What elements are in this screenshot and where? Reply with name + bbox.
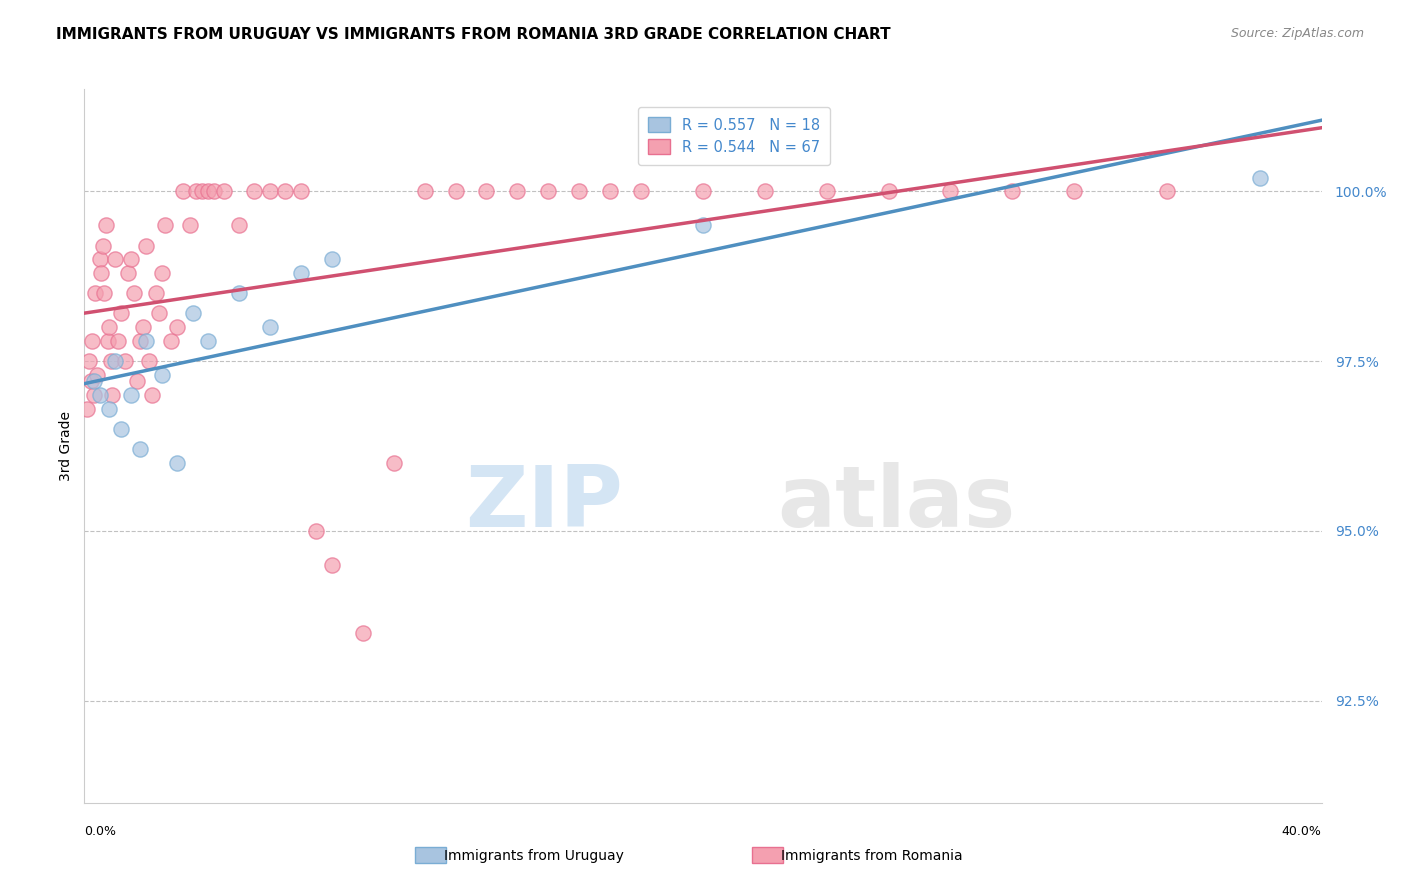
Point [90, 266, 112, 280]
Point [104, 252, 127, 266]
Point [160, 334, 183, 348]
Point [96, 334, 118, 348]
Point [129, 442, 152, 457]
Point [228, 218, 250, 232]
Point [145, 286, 167, 301]
Point [754, 184, 776, 198]
Point [259, 184, 281, 198]
Point [321, 252, 343, 266]
Point [125, 375, 148, 389]
Point [243, 184, 266, 198]
Text: Immigrants from Uruguay: Immigrants from Uruguay [444, 849, 624, 863]
Point [150, 266, 173, 280]
Point [114, 354, 136, 368]
Point [166, 456, 188, 470]
Point [413, 184, 436, 198]
Point [77, 354, 100, 368]
Point [599, 184, 621, 198]
Point [100, 354, 122, 368]
Point [197, 334, 219, 348]
Point [94, 218, 117, 232]
Point [76, 401, 98, 416]
Point [129, 334, 152, 348]
Point [259, 320, 281, 334]
Point [877, 184, 900, 198]
Point [475, 184, 498, 198]
Point [537, 184, 560, 198]
Point [89, 252, 111, 266]
Point [630, 184, 652, 198]
Y-axis label: 3rd Grade: 3rd Grade [59, 411, 73, 481]
Point [382, 456, 405, 470]
Text: 40.0%: 40.0% [1282, 825, 1322, 838]
Point [1156, 184, 1178, 198]
Text: atlas: atlas [778, 461, 1015, 545]
Point [101, 388, 124, 402]
Point [184, 184, 207, 198]
Point [568, 184, 591, 198]
Point [274, 184, 297, 198]
Point [305, 524, 328, 538]
Point [815, 184, 838, 198]
Point [120, 252, 142, 266]
Point [506, 184, 529, 198]
Point [444, 184, 467, 198]
Point [290, 266, 312, 280]
Point [150, 368, 173, 382]
Point [84, 286, 107, 301]
Point [138, 354, 160, 368]
Point [117, 266, 139, 280]
Point [86, 368, 108, 382]
Point [1001, 184, 1024, 198]
Point [191, 184, 214, 198]
Point [352, 626, 374, 640]
Point [91, 238, 114, 252]
Point [110, 306, 132, 320]
Point [228, 286, 250, 301]
Point [290, 184, 312, 198]
Point [202, 184, 225, 198]
Point [98, 320, 121, 334]
Point [153, 218, 176, 232]
Text: ZIP: ZIP [465, 461, 623, 545]
Text: IMMIGRANTS FROM URUGUAY VS IMMIGRANTS FROM ROMANIA 3RD GRADE CORRELATION CHART: IMMIGRANTS FROM URUGUAY VS IMMIGRANTS FR… [56, 27, 891, 42]
Point [141, 388, 163, 402]
Point [120, 388, 142, 402]
Point [135, 334, 157, 348]
Point [172, 184, 194, 198]
Point [104, 354, 127, 368]
Point [107, 334, 129, 348]
Point [110, 422, 132, 436]
Text: 0.0%: 0.0% [84, 825, 117, 838]
Point [166, 320, 188, 334]
Point [98, 401, 121, 416]
Point [79, 375, 101, 389]
Point [181, 306, 204, 320]
Point [197, 184, 219, 198]
Point [939, 184, 962, 198]
Text: Source: ZipAtlas.com: Source: ZipAtlas.com [1230, 27, 1364, 40]
Point [122, 286, 145, 301]
Legend: R = 0.557   N = 18, R = 0.544   N = 67: R = 0.557 N = 18, R = 0.544 N = 67 [638, 107, 830, 165]
Point [83, 375, 105, 389]
Point [135, 238, 157, 252]
Point [1249, 170, 1271, 185]
Text: Immigrants from Romania: Immigrants from Romania [780, 849, 963, 863]
Point [212, 184, 235, 198]
Point [179, 218, 201, 232]
Point [692, 218, 714, 232]
Point [148, 306, 170, 320]
FancyBboxPatch shape [752, 847, 783, 863]
Point [1063, 184, 1085, 198]
Point [321, 558, 343, 572]
Point [132, 320, 155, 334]
Point [89, 388, 111, 402]
Point [83, 388, 105, 402]
Point [692, 184, 714, 198]
FancyBboxPatch shape [415, 847, 446, 863]
Point [93, 286, 115, 301]
Point [82, 334, 104, 348]
